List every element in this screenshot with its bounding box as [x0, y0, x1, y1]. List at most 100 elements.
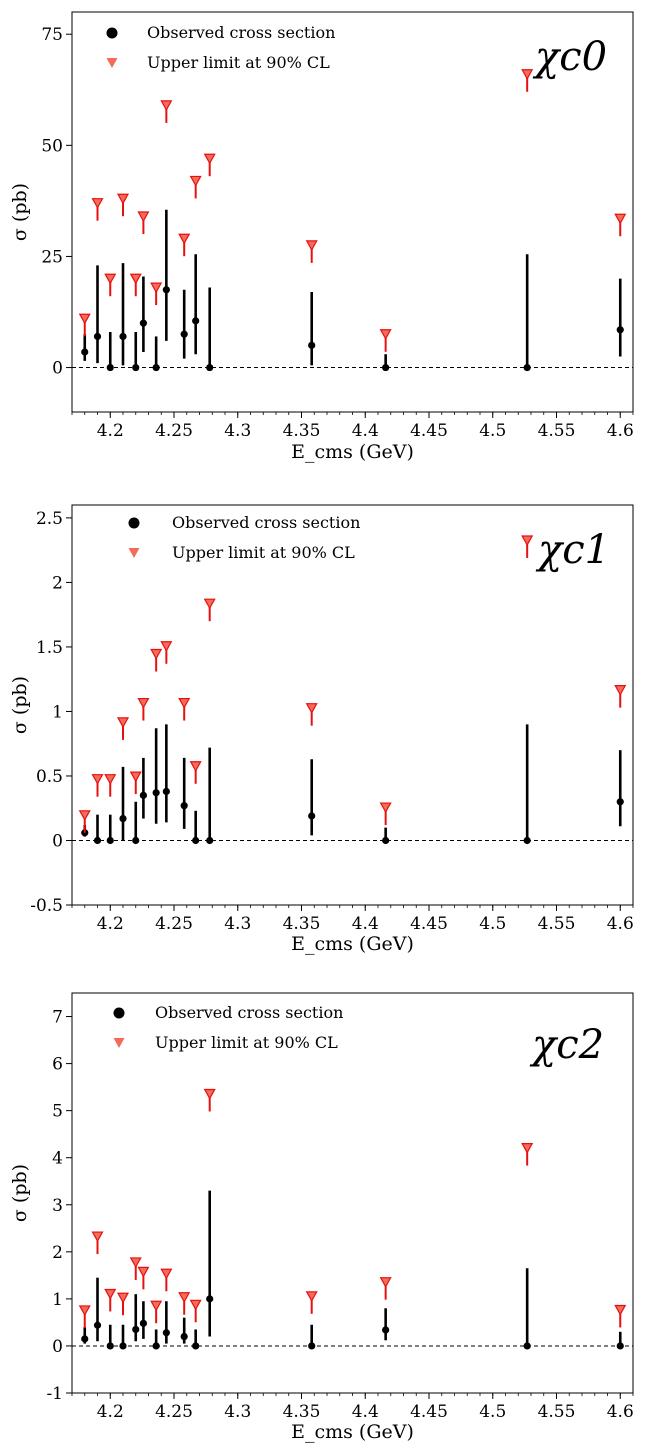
legend-observed-label: Observed cross section — [172, 513, 360, 532]
y-tick-label: 6 — [52, 1055, 63, 1075]
x-tick-label: 4.2 — [97, 914, 124, 934]
y-tick-label: 5 — [52, 1102, 63, 1122]
upper-limit-marker — [116, 193, 130, 205]
upper-limit-marker — [104, 1288, 117, 1300]
observed-point — [152, 363, 160, 372]
observed-point — [206, 363, 214, 372]
upper-limit-marker — [129, 771, 142, 783]
observed-point — [180, 1332, 188, 1341]
observed-point — [162, 787, 170, 796]
observed-point — [93, 836, 102, 845]
upper-limit-marker — [189, 1299, 202, 1311]
upper-limit-marker — [203, 598, 216, 610]
observed-point — [523, 1342, 531, 1350]
y-tick-label: 3 — [52, 1196, 63, 1216]
y-tick-label: 1.5 — [36, 638, 63, 658]
upper-limit-marker — [203, 1088, 216, 1100]
upper-limit-marker — [104, 273, 117, 285]
y-tick-label: 75 — [41, 25, 63, 45]
observed-point — [206, 836, 214, 845]
observed-point — [132, 363, 140, 372]
upper-limit-marker — [78, 1305, 91, 1317]
observed-point — [106, 836, 114, 845]
observed-point — [616, 1342, 624, 1350]
upper-limit-marker — [614, 1304, 627, 1316]
upper-limit-marker — [150, 1300, 163, 1312]
observed-point — [523, 836, 531, 845]
legend-observed-label: Observed cross section — [155, 1003, 343, 1022]
upper-limit-marker — [116, 1292, 130, 1304]
y-axis-label: σ (pb) — [9, 676, 31, 734]
observed-point — [106, 363, 114, 372]
upper-limit-marker — [160, 100, 173, 112]
y-tick-label: 7 — [52, 1008, 63, 1028]
y-tick-label: -0.5 — [30, 896, 63, 916]
panel-2: 4.2 4.25 4.3 4.35 4.4 4.45 4.5 4.55 4.6 -0.5 0 0.5 1… — [9, 504, 634, 955]
x-tick-label: 4.55 — [538, 1402, 576, 1422]
observed-point — [192, 836, 200, 845]
observed-point — [162, 1329, 170, 1337]
upper-limit-marker — [189, 175, 202, 187]
upper-limit-marker — [521, 69, 534, 81]
upper-limit-marker — [150, 648, 163, 660]
x-tick-label: 4.3 — [224, 914, 251, 934]
y-axis-label: σ (pb) — [9, 1164, 31, 1222]
upper-limit-marker — [104, 774, 117, 785]
observed-point — [106, 1342, 114, 1350]
y-tick-label: 2.5 — [36, 509, 63, 529]
observed-point — [132, 1325, 140, 1334]
x-tick-label: 4.5 — [479, 421, 506, 441]
x-tick-label: 4.55 — [538, 914, 576, 934]
legend-upper-limit-label: Upper limit at 90% CL — [147, 53, 330, 72]
y-axis-label: σ (pb) — [9, 183, 31, 241]
observed-point — [139, 1319, 147, 1327]
x-tick-label: 4.6 — [607, 421, 634, 441]
upper-limit-marker — [305, 703, 318, 714]
y-tick-label: 0 — [52, 359, 63, 379]
observed-point — [119, 814, 127, 823]
legend-observed-marker — [113, 1007, 125, 1019]
observed-point — [152, 1342, 160, 1350]
observed-point — [308, 1342, 316, 1350]
upper-limit-marker — [116, 717, 130, 729]
legend-upper-limit-marker — [128, 548, 140, 558]
upper-limit-marker — [129, 1257, 142, 1269]
upper-limit-marker — [614, 685, 627, 696]
x-tick-label: 4.5 — [479, 1402, 506, 1422]
panel-label: χc2 — [529, 1022, 604, 1068]
panel-label: χc1 — [535, 527, 610, 573]
y-tick-label: 25 — [41, 247, 63, 267]
legend-upper-limit-label: Upper limit at 90% CL — [155, 1033, 338, 1052]
x-tick-label: 4.3 — [224, 421, 251, 441]
observed-point — [119, 332, 127, 341]
observed-point — [616, 326, 624, 334]
x-tick-label: 4.4 — [352, 1402, 379, 1422]
observed-point — [382, 836, 390, 845]
x-tick-label: 4.6 — [607, 914, 634, 934]
y-tick-label: -1 — [46, 1384, 63, 1404]
upper-limit-marker — [91, 774, 104, 785]
y-tick-label: 2 — [52, 1243, 63, 1263]
legend-upper-limit-label: Upper limit at 90% CL — [172, 543, 355, 562]
observed-point — [308, 812, 316, 820]
upper-limit-marker — [160, 1268, 173, 1280]
y-tick-label: 1 — [52, 1290, 63, 1310]
observed-point — [81, 348, 89, 356]
legend-upper-limit-marker — [113, 1038, 125, 1048]
observed-point — [139, 791, 147, 799]
x-tick-label: 4.45 — [410, 914, 448, 934]
x-axis-label: E_cms (GeV) — [291, 933, 414, 955]
observed-point — [523, 363, 531, 372]
upper-limit-marker — [189, 761, 202, 773]
x-axis-label: E_cms (GeV) — [291, 441, 414, 463]
y-tick-label: 0.5 — [36, 767, 63, 787]
x-tick-label: 4.35 — [283, 914, 321, 934]
upper-limit-marker — [78, 313, 91, 325]
x-axis-label: E_cms (GeV) — [291, 1421, 414, 1443]
observed-point — [616, 798, 624, 806]
legend-observed-label: Observed cross section — [147, 23, 335, 42]
panel-1: 4.2 4.25 4.3 4.35 4.4 4.45 4.5 4.55 4.6 0 25 50 75 E_… — [9, 11, 634, 463]
observed-point — [81, 1335, 89, 1343]
upper-limit-marker — [614, 213, 627, 225]
y-tick-label: 4 — [52, 1149, 63, 1169]
